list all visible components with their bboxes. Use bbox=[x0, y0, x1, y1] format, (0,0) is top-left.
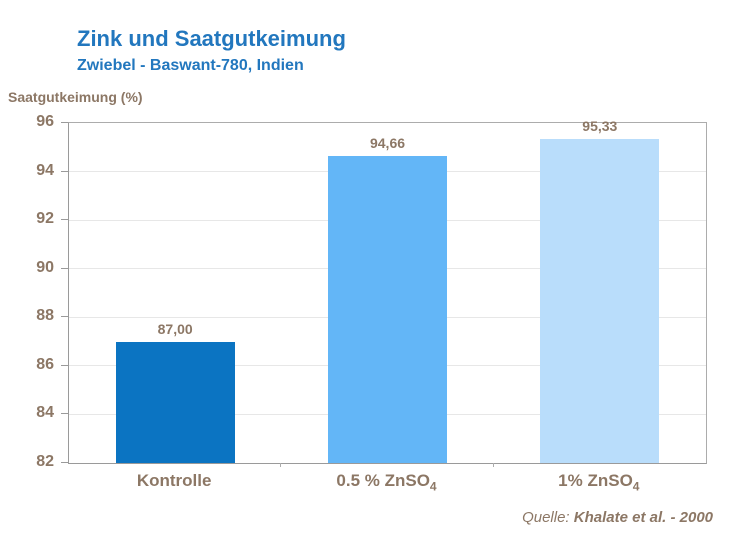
x-category-label-subscript: 4 bbox=[429, 479, 437, 494]
bar-value-label: 95,33 bbox=[582, 118, 618, 134]
y-tick-mark bbox=[61, 364, 68, 366]
y-tick-label: 88 bbox=[36, 307, 54, 325]
y-tick-label: 82 bbox=[36, 453, 54, 470]
source-citation: Khalate et al. - 2000 bbox=[573, 509, 713, 526]
x-category-label-subscript: 4 bbox=[632, 479, 640, 494]
bar-0.5 % ZnSO4 bbox=[328, 156, 447, 463]
y-tick-label: 96 bbox=[36, 113, 54, 130]
y-tick-mark bbox=[61, 462, 68, 463]
y-axis-title: Saatgutkeimung (%) bbox=[8, 89, 143, 105]
y-tick-label: 84 bbox=[36, 404, 54, 422]
y-tick-mark bbox=[61, 170, 68, 172]
y-tick-label: 86 bbox=[36, 355, 54, 373]
y-tick-mark bbox=[61, 267, 68, 269]
chart-subtitle: Zwiebel - Baswant-780, Indien bbox=[77, 57, 304, 74]
y-tick-label: 90 bbox=[36, 258, 54, 276]
x-tick-mark bbox=[280, 463, 281, 467]
x-category-label: Kontrolle bbox=[137, 471, 212, 491]
bar-Kontrolle bbox=[116, 342, 235, 463]
y-tick-label: 92 bbox=[36, 210, 54, 228]
y-tick-mark bbox=[61, 316, 68, 318]
plot-area: 87,00 94,66 95,33 bbox=[68, 118, 707, 464]
source-prefix: Quelle: bbox=[522, 509, 574, 526]
y-tick-label: 94 bbox=[36, 161, 54, 179]
x-category-label-text: Kontrolle bbox=[136, 471, 212, 490]
y-tick-mark bbox=[61, 219, 68, 221]
x-category-label-text: 1% ZnSO bbox=[558, 471, 633, 490]
y-tick-mark bbox=[61, 413, 68, 415]
x-tick-mark bbox=[493, 463, 494, 467]
y-tick-mark bbox=[61, 122, 68, 123]
bar-value-label: 94,66 bbox=[369, 135, 406, 151]
bar-value-label: 87,00 bbox=[157, 321, 193, 337]
bar-1% ZnSO4 bbox=[540, 139, 659, 463]
chart-title: Zink und Saatgutkeimung bbox=[77, 26, 346, 51]
x-category-label: 0.5 % ZnSO4 bbox=[336, 471, 436, 493]
x-category-label-text: 0.5 % ZnSO bbox=[336, 471, 430, 490]
source-note: Quelle: Khalate et al. - 2000 bbox=[522, 509, 713, 526]
x-category-label: 1% ZnSO4 bbox=[558, 471, 639, 493]
